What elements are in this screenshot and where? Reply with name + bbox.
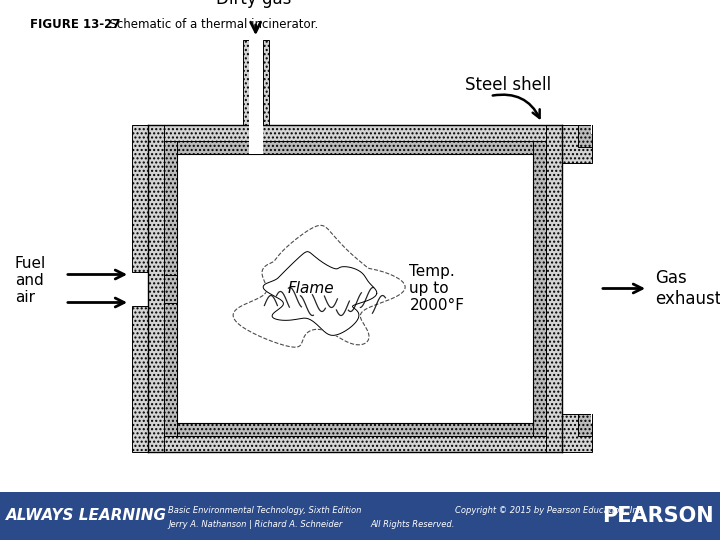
Text: Copyright © 2015 by Pearson Education, Inc.: Copyright © 2015 by Pearson Education, I…: [455, 506, 645, 515]
Bar: [578, 125, 592, 147]
Bar: [164, 141, 546, 154]
Bar: [148, 125, 562, 141]
Bar: [132, 125, 148, 272]
Text: Jerry A. Nathanson | Richard A. Schneider: Jerry A. Nathanson | Richard A. Schneide…: [168, 520, 343, 529]
Text: FIGURE 13-27: FIGURE 13-27: [30, 18, 120, 31]
Bar: [0, 492, 720, 540]
Bar: [578, 414, 592, 436]
Polygon shape: [264, 252, 377, 335]
Bar: [248, 120, 263, 154]
Bar: [562, 125, 592, 163]
Bar: [148, 436, 562, 452]
Text: Gas
exhaust: Gas exhaust: [655, 269, 720, 308]
Text: Refractory material: Refractory material: [235, 144, 397, 162]
Text: PEARSON: PEARSON: [603, 506, 714, 526]
Bar: [533, 141, 546, 436]
Bar: [164, 141, 177, 274]
Text: Flame: Flame: [288, 281, 335, 296]
Bar: [177, 154, 533, 423]
Bar: [546, 125, 562, 452]
Text: All Rights Reserved.: All Rights Reserved.: [371, 520, 455, 529]
Bar: [164, 141, 177, 436]
Text: Dirty gas: Dirty gas: [216, 0, 292, 8]
Bar: [591, 414, 592, 423]
Bar: [148, 125, 164, 452]
Text: Schematic of a thermal incinerator.: Schematic of a thermal incinerator.: [102, 18, 318, 31]
Bar: [164, 302, 177, 436]
Text: ALWAYS LEARNING: ALWAYS LEARNING: [6, 509, 167, 523]
Bar: [562, 414, 592, 452]
Text: Steel shell: Steel shell: [465, 76, 551, 94]
Bar: [243, 40, 248, 125]
Bar: [164, 423, 546, 436]
Text: Temp.
up to
2000°F: Temp. up to 2000°F: [410, 264, 464, 313]
Bar: [263, 40, 269, 125]
Text: Fuel
and
air: Fuel and air: [15, 255, 46, 306]
Bar: [132, 306, 148, 452]
Bar: [148, 125, 562, 452]
Bar: [248, 40, 263, 125]
Bar: [591, 125, 592, 134]
Text: Basic Environmental Technology, Sixth Edition: Basic Environmental Technology, Sixth Ed…: [168, 506, 361, 515]
